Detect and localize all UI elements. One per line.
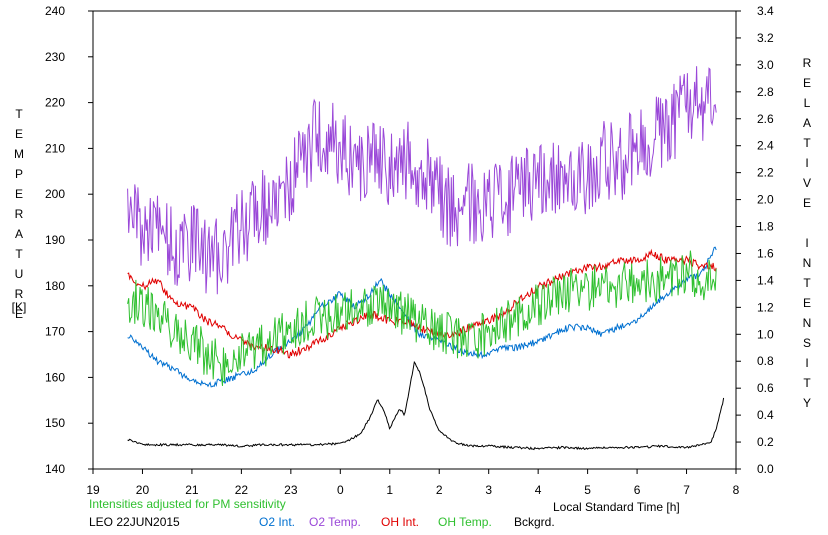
right-tick-label: 2.0: [757, 193, 774, 207]
left-tick-label: 210: [45, 141, 65, 155]
right-tick-label: 3.4: [757, 4, 774, 18]
right-tick-label: 0.6: [757, 381, 774, 395]
left-tick-label: 170: [45, 325, 65, 339]
series-line-oh-int: [127, 248, 717, 359]
left-tick-label: 240: [45, 4, 65, 18]
left-tick-label: 160: [45, 370, 65, 384]
x-tick-label: 3: [485, 483, 492, 497]
x-tick-label: 0: [337, 483, 344, 497]
right-tick-label: 0.2: [757, 435, 774, 449]
right-tick-label: 2.8: [757, 85, 774, 99]
left-tick-label: 220: [45, 96, 65, 110]
x-tick-label: 6: [634, 483, 641, 497]
right-tick-label: 1.8: [757, 220, 774, 234]
x-tick-label: 22: [235, 483, 249, 497]
right-tick-label: 3.2: [757, 31, 774, 45]
series-line-oh-temp: [127, 250, 717, 386]
right-tick-label: 0.0: [757, 462, 774, 476]
left-tick-label: 200: [45, 187, 65, 201]
series-line-o2-int: [127, 246, 717, 388]
right-tick-label: 2.4: [757, 139, 774, 153]
x-tick-label: 5: [584, 483, 591, 497]
right-tick-label: 2.6: [757, 112, 774, 126]
left-tick-label: 140: [45, 462, 65, 476]
left-axis-unit: [K]: [11, 300, 27, 314]
right-tick-label: 0.8: [757, 354, 774, 368]
left-tick-label: 150: [45, 416, 65, 430]
x-axis-ticks: 19 20 21 22 23 0 1 2 3 4 5 6 7 8: [86, 469, 740, 497]
legend-o2-temp: O2 Temp.: [309, 515, 361, 529]
left-axis-title: T E M P E R A T U R E: [14, 107, 24, 321]
right-tick-label: 0.4: [757, 408, 774, 422]
annotation-station-date: LEO 22JUN2015: [89, 515, 180, 529]
x-tick-label: 7: [683, 483, 690, 497]
right-tick-label: 1.2: [757, 300, 774, 314]
x-tick-label: 8: [733, 483, 740, 497]
legend-oh-int: OH Int.: [381, 515, 420, 529]
legend-oh-temp: OH Temp.: [438, 515, 492, 529]
x-tick-label: 23: [284, 483, 298, 497]
series-line-o2-temp: [127, 66, 717, 295]
series-line-bckgrd: [127, 360, 725, 451]
right-tick-label: 1.0: [757, 327, 774, 341]
right-axis-title: R E L A T I V E I N T E N S I T Y: [802, 56, 812, 410]
right-tick-label: 1.4: [757, 273, 774, 287]
annotation-pm-sensitivity: Intensities adjusted for PM sensitivity: [89, 497, 286, 511]
plot-frame: [92, 10, 737, 470]
left-axis-ticks: 140 150 160 170 180 190 200 210 220 230 240: [45, 4, 93, 476]
x-tick-label: 19: [86, 483, 100, 497]
legend-bckgrd: Bckgrd.: [514, 515, 555, 529]
legend-o2-int: O2 Int.: [259, 515, 296, 529]
x-tick-label: 21: [185, 483, 199, 497]
right-axis-ticks: 0.0 0.2 0.4 0.6 0.8 1.0 1.2 1.4 1.6 1.8 2.0 2.2 2.4 2…: [736, 4, 774, 476]
plot-series: [127, 66, 725, 451]
x-tick-label: 20: [136, 483, 150, 497]
right-tick-label: 3.0: [757, 58, 774, 72]
x-axis-title: Local Standard Time [h]: [553, 500, 680, 514]
x-tick-label: 4: [535, 483, 542, 497]
left-tick-label: 190: [45, 233, 65, 247]
left-tick-label: 180: [45, 279, 65, 293]
right-tick-label: 2.2: [757, 166, 774, 180]
right-tick-label: 1.6: [757, 246, 774, 260]
x-tick-label: 1: [386, 483, 393, 497]
x-tick-label: 2: [436, 483, 443, 497]
left-tick-label: 230: [45, 50, 65, 64]
